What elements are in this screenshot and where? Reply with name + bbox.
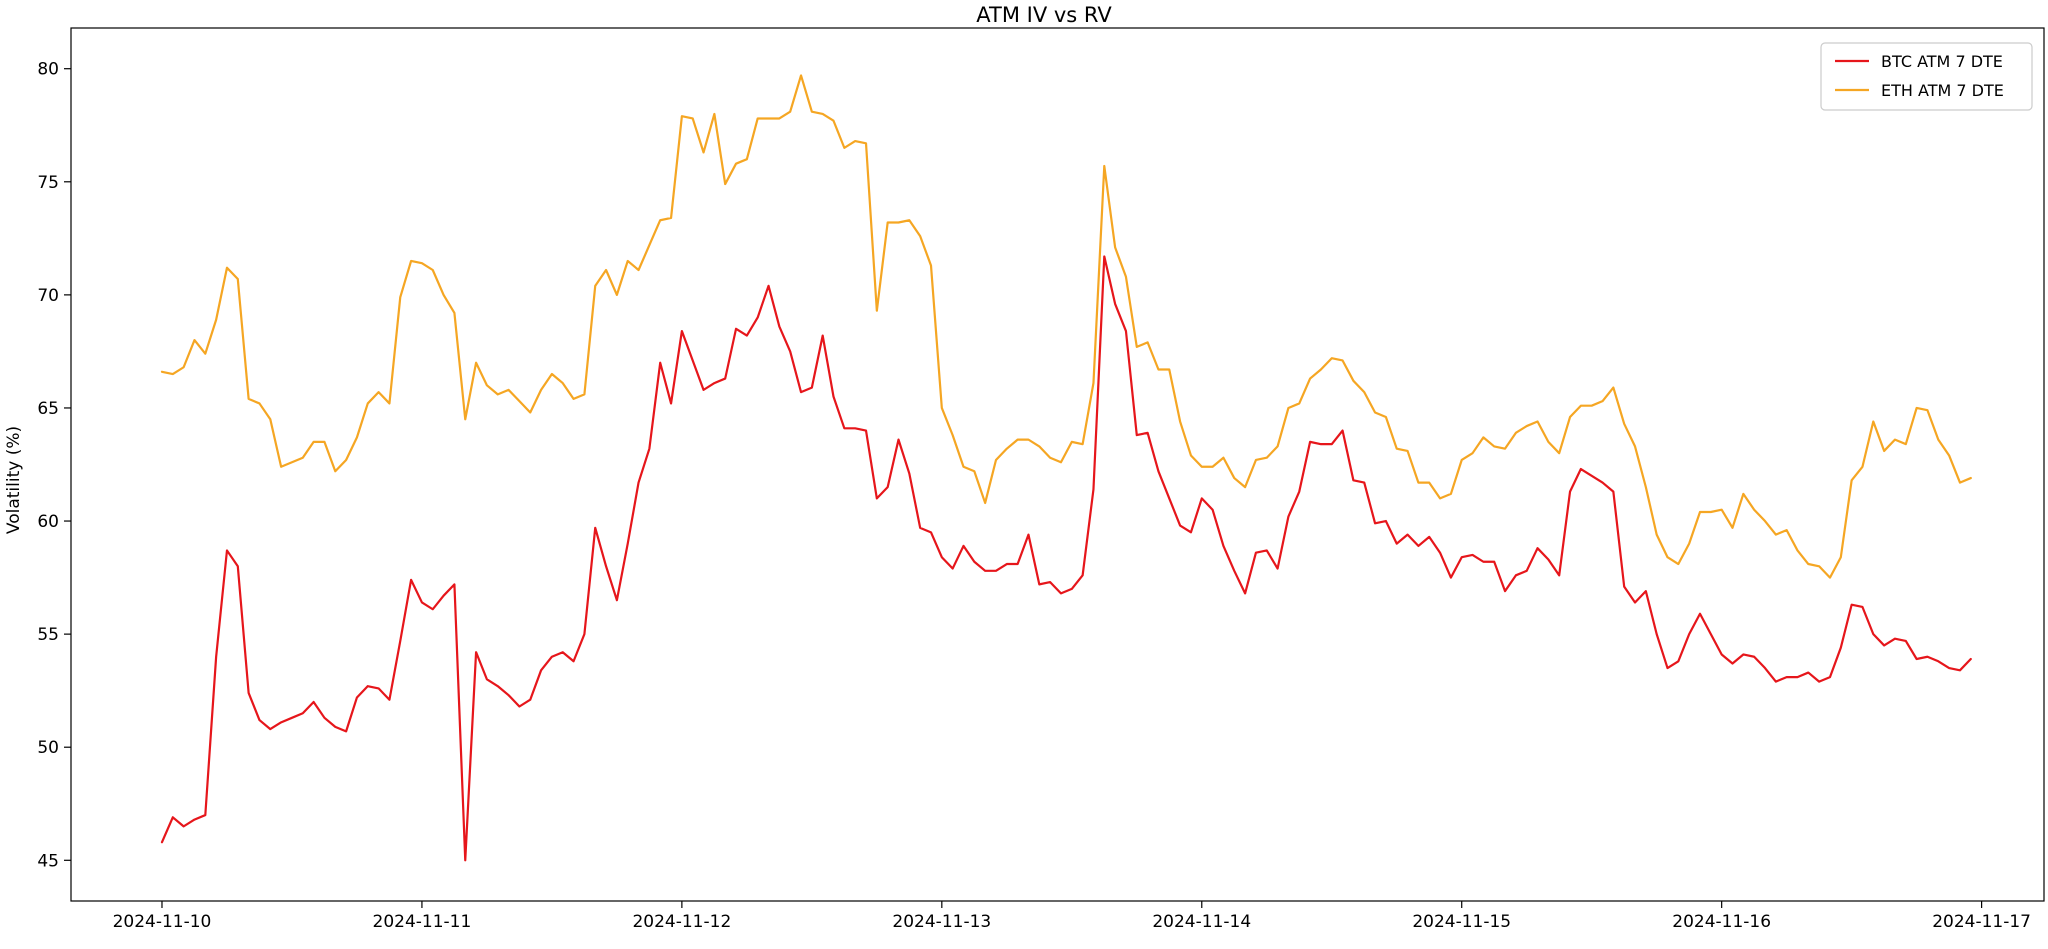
legend: BTC ATM 7 DTE ETH ATM 7 DTE: [1820, 42, 2033, 111]
legend-label-btc: BTC ATM 7 DTE: [1881, 52, 2003, 71]
x-tick-label: 2024-11-15: [1412, 912, 1511, 932]
x-tick-label: 2024-11-13: [892, 912, 991, 932]
x-axis: 2024-11-10 2024-11-11 2024-11-12 2024-11-13…: [113, 901, 2031, 932]
y-tick-label: 60: [37, 512, 59, 532]
y-tick-label: 55: [37, 625, 59, 645]
y-tick-label: 50: [37, 738, 59, 758]
series-line-eth: [160, 74, 1972, 579]
y-tick-label: 70: [37, 286, 59, 306]
x-tick-label: 2024-11-14: [1152, 912, 1251, 932]
series-line-btc: [160, 255, 1972, 862]
x-tick-label: 2024-11-11: [373, 912, 472, 932]
y-axis-label: Volatility (%): [4, 426, 24, 534]
y-tick-label: 45: [37, 851, 59, 871]
chart-title: ATM IV vs RV: [976, 3, 1112, 27]
x-tick-label: 2024-11-16: [1672, 912, 1771, 932]
x-tick-label: 2024-11-10: [113, 912, 212, 932]
legend-box: [1820, 42, 2033, 111]
legend-label-eth: ETH ATM 7 DTE: [1881, 81, 2004, 100]
y-tick-label: 80: [37, 60, 59, 80]
plot-lines: [160, 74, 1972, 862]
plot-frame: [70, 27, 2045, 902]
x-tick-label: 2024-11-17: [1932, 912, 2031, 932]
y-tick-label: 75: [37, 173, 59, 193]
y-axis: 45 50 55 60 65 70 75 80: [37, 60, 71, 871]
y-tick-label: 65: [37, 399, 59, 419]
x-tick-label: 2024-11-12: [632, 912, 731, 932]
